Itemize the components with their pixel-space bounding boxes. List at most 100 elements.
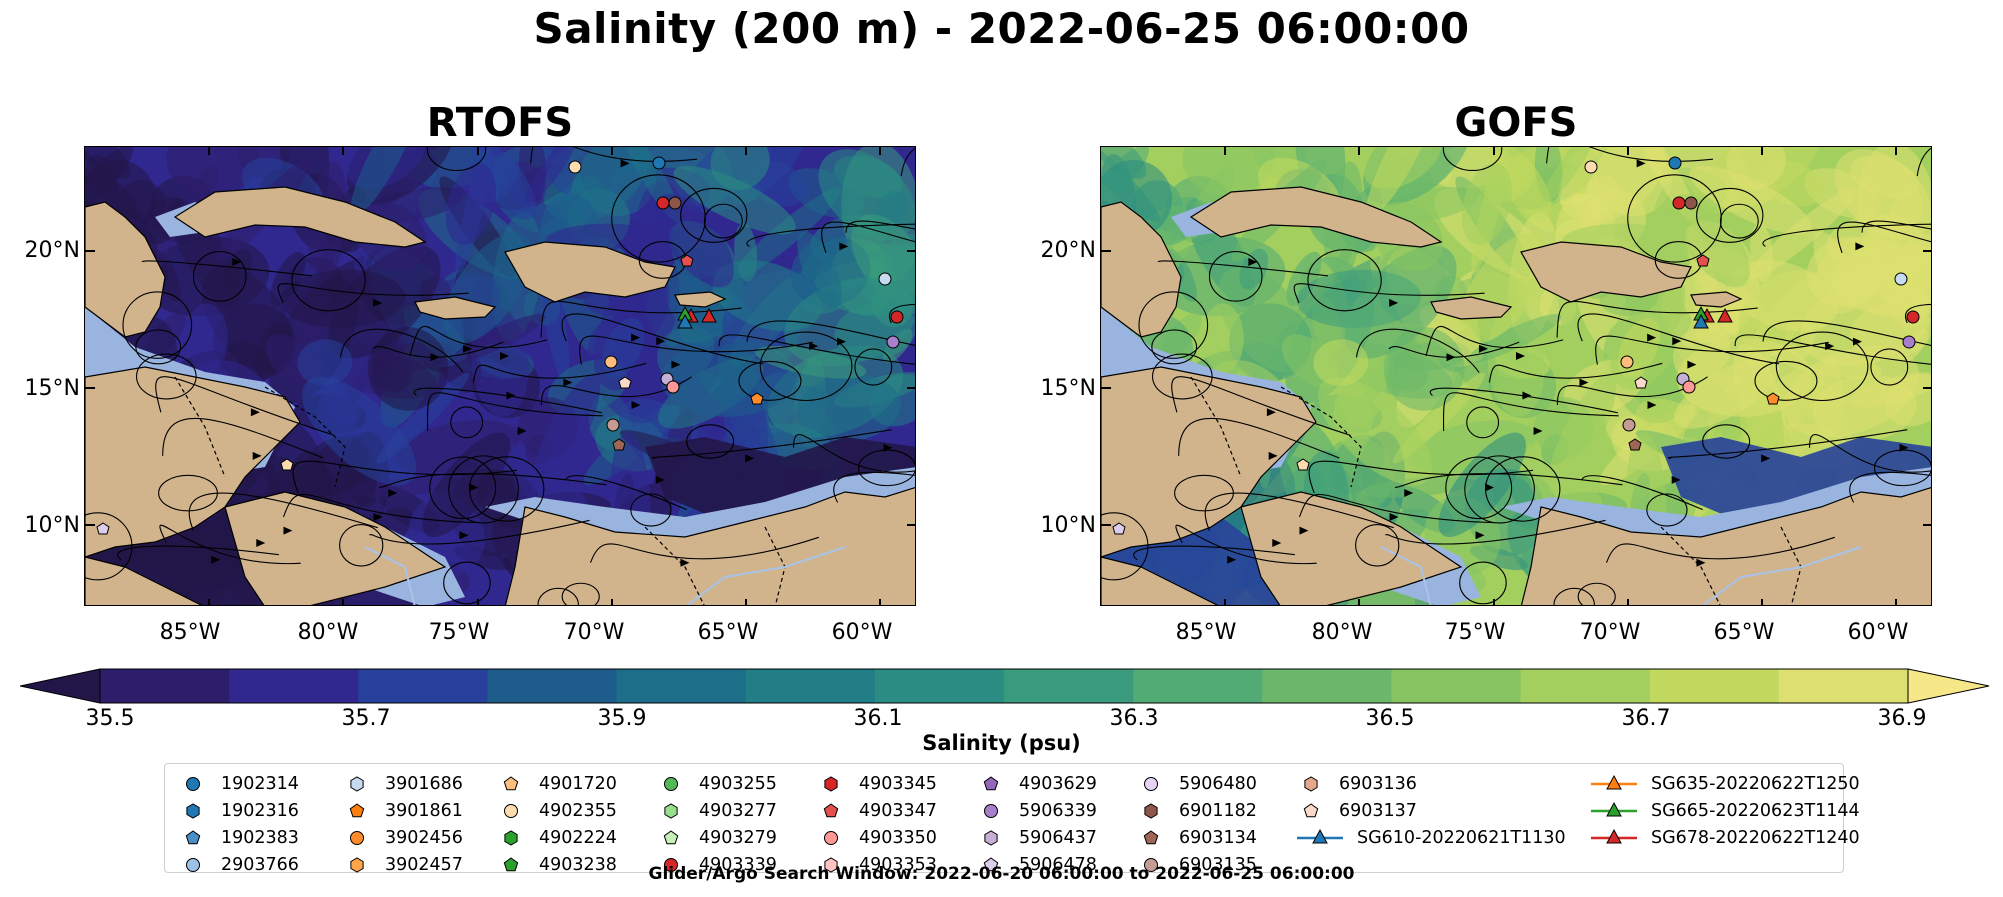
current-streamline [1581, 475, 1703, 511]
salinity-patch [403, 305, 468, 362]
country-border [174, 376, 226, 478]
current-streamline [1734, 334, 1931, 365]
salinity-patch [1318, 377, 1433, 486]
argo-float-marker-icon [186, 802, 200, 819]
land-mass [504, 241, 676, 303]
legend-hexagon [984, 829, 998, 846]
argo-float-marker [1620, 355, 1634, 369]
legend-label: 5906478 [1019, 854, 1097, 875]
argo-float-marker [1902, 335, 1916, 349]
eddy-streamline [1754, 360, 1818, 401]
eddy-streamline [1696, 187, 1764, 243]
streamline-arrow [1478, 344, 1488, 353]
legend-item: 1902314 [179, 770, 299, 797]
legend-label: 6901182 [1179, 800, 1257, 821]
legend-item: 4903279 [657, 824, 777, 851]
legend-hexagon [824, 856, 838, 873]
lon-label: 70°W [1579, 620, 1641, 645]
current-streamline [413, 387, 603, 414]
legend-pentagon [663, 829, 679, 844]
land-mass [1690, 291, 1743, 308]
argo-float-marker [1622, 418, 1636, 432]
streamline-arrow [1299, 526, 1309, 535]
salinity-patch [1438, 432, 1526, 538]
eddy-streamline [1101, 512, 1149, 581]
colorbar-tick: 36.7 [1621, 706, 1671, 731]
current-streamline [845, 220, 915, 233]
current-streamline [833, 471, 915, 503]
streamline-arrow [1533, 426, 1543, 435]
eddy-streamline [1151, 329, 1198, 365]
legend-column: 4903629 5906339 5906437 5906478 [977, 770, 1097, 878]
lat-label: 10°N [1040, 513, 1096, 538]
streamline-arrow [1636, 159, 1646, 168]
argo-float-marker-icon [185, 829, 201, 844]
current-streamline [565, 475, 687, 511]
eddy-streamline [426, 147, 487, 172]
colorbar-extend-high [1907, 668, 1990, 704]
legend-item: 4902355 [497, 797, 617, 824]
glider-marker [1717, 307, 1733, 323]
legend-item: 3901861 [343, 797, 463, 824]
salinity-patch [223, 248, 253, 290]
land-mass [85, 556, 203, 605]
legend-label: 2903766 [221, 854, 299, 875]
eddy-streamline [1355, 523, 1400, 567]
current-streamline [1605, 536, 1835, 563]
figure-title: Salinity (200 m) - 2022-06-25 06:00:00 [533, 4, 1470, 53]
land-mass [674, 291, 727, 308]
river [364, 546, 416, 605]
country-border [1280, 386, 1362, 488]
argo-float-marker-icon [984, 803, 998, 818]
legend-item: 4903629 [977, 770, 1097, 797]
legend-pentagon [823, 802, 839, 817]
streamline-arrow [1522, 391, 1532, 400]
argo-float-marker [1296, 458, 1310, 471]
streamline-arrow [1516, 351, 1526, 360]
eddy-streamline [85, 512, 133, 581]
argo-float-marker-icon [663, 829, 679, 844]
current-streamline [1388, 341, 1520, 358]
legend-item: 6903134 [1137, 824, 1257, 851]
eddy-streamline [686, 424, 735, 459]
country-border [644, 526, 705, 605]
legend-label: SG678-20220622T1240 [1651, 827, 1860, 848]
legend-item: 4901720 [497, 770, 617, 797]
eddy-streamline [135, 353, 197, 400]
salinity-patch [1466, 314, 1562, 363]
argo-float-marker-icon [503, 856, 519, 871]
argo-float-marker-icon [984, 829, 998, 846]
salinity-patch [1671, 193, 1750, 288]
map-panel-rtofs: RTOFS [84, 100, 916, 620]
legend-label: 3901861 [385, 800, 463, 821]
streamline-arrow [1227, 555, 1237, 564]
legend-circle [350, 830, 364, 845]
argo-float-marker-icon [503, 775, 519, 790]
lon-label: 75°W [428, 620, 490, 645]
legend-item: 4903345 [817, 770, 937, 797]
eddy-streamline [1151, 353, 1213, 400]
eddy-streamline [1577, 582, 1616, 605]
legend-triangle [1606, 801, 1622, 816]
streamline-arrow [1268, 451, 1278, 460]
legend-item: SG635-20220622T1250 [1591, 770, 1860, 797]
argo-float-marker [1894, 272, 1908, 286]
salinity-patch [1461, 163, 1513, 246]
current-streamline [472, 362, 647, 383]
eddy-streamline [1719, 203, 1759, 239]
colorbar-tick: 36.5 [1365, 706, 1415, 731]
current-streamline [540, 300, 742, 338]
argo-float-marker-icon [824, 856, 838, 873]
colorbar-segment [229, 669, 359, 703]
legend-label: 4902224 [539, 827, 617, 848]
panel-title: RTOFS [426, 100, 574, 146]
argo-float-marker-icon [664, 802, 678, 819]
legend-circle [1144, 776, 1158, 791]
legend-hexagon [824, 775, 838, 792]
current-streamline [1442, 392, 1619, 432]
streamline-arrow [250, 408, 260, 417]
streamline-arrow [883, 443, 893, 452]
country-border [264, 386, 346, 488]
eddy-streamline [680, 187, 748, 243]
argo-float-marker [1668, 156, 1682, 170]
